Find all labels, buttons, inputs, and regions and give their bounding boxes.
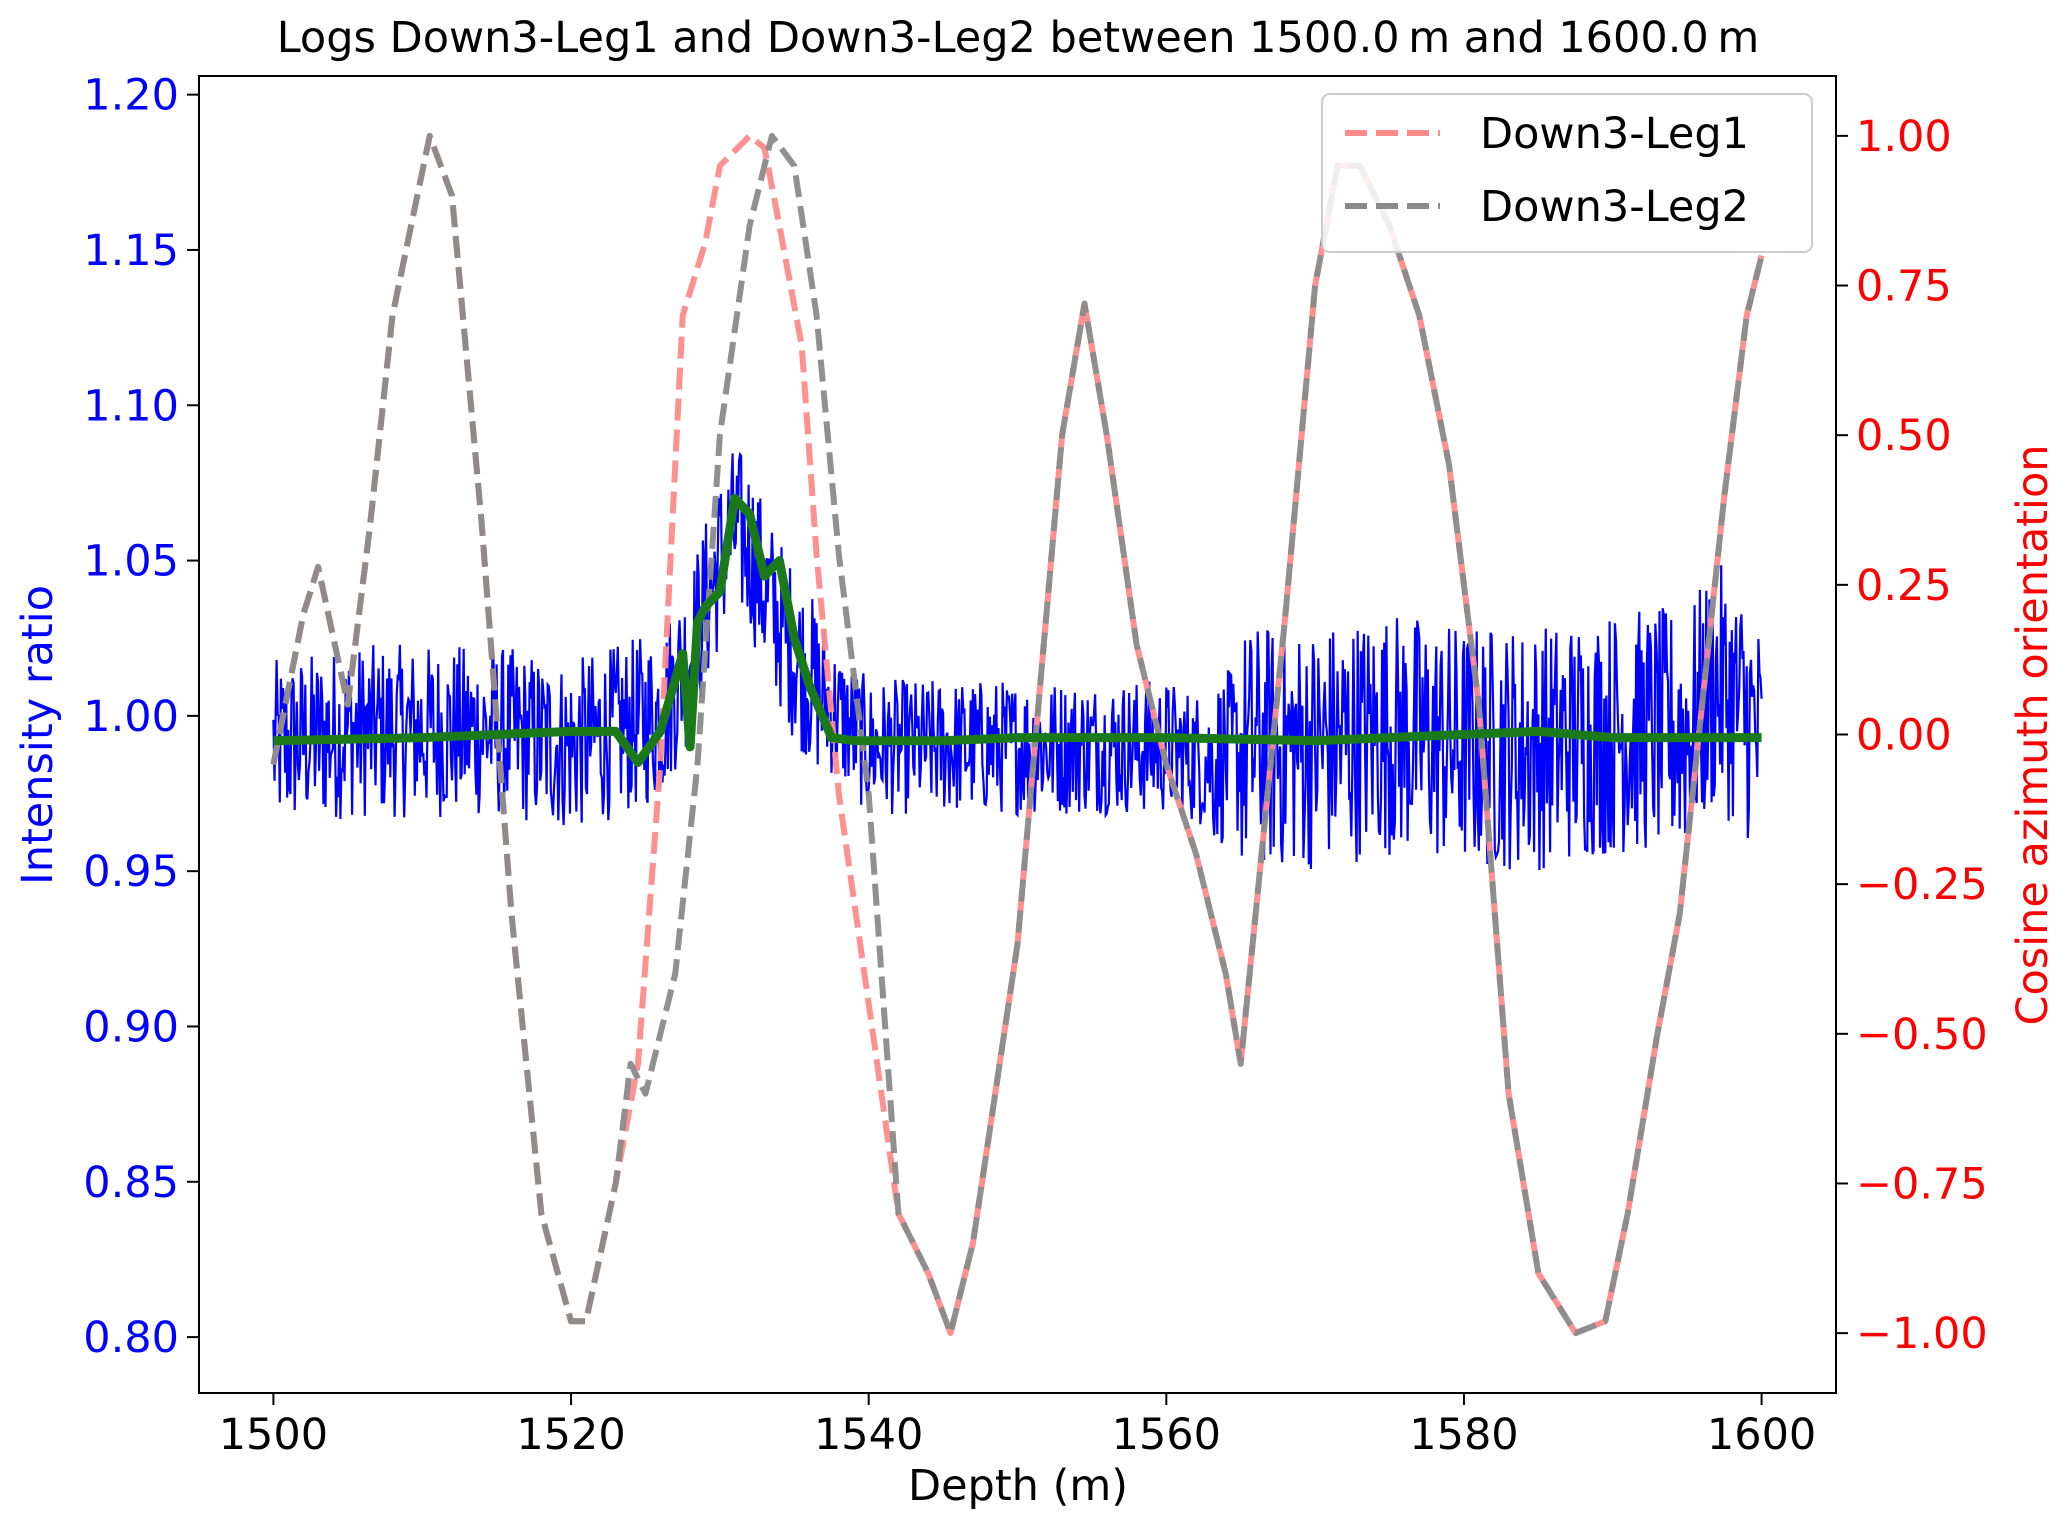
legend-label-leg1: Down3-Leg1 xyxy=(1480,109,1749,159)
right-tick-label: 0.75 xyxy=(1856,262,1952,312)
right-tick-label: 1.00 xyxy=(1856,112,1952,162)
right-tick-label: 0.25 xyxy=(1856,561,1952,611)
left-tick-label: 0.95 xyxy=(83,847,179,897)
right-tick-label: 0.50 xyxy=(1856,411,1952,461)
left-tick-label: 1.15 xyxy=(83,226,179,276)
legend: Down3-Leg1 Down3-Leg2 xyxy=(1321,93,1813,253)
x-tick-label: 1540 xyxy=(814,1410,923,1460)
series-smoothed-intensity xyxy=(273,493,1762,767)
left-axis-label: Intensity ratio xyxy=(13,585,63,885)
x-tick-label: 1500 xyxy=(219,1410,328,1460)
legend-box xyxy=(1321,93,1813,253)
left-tick-label: 0.80 xyxy=(83,1313,179,1363)
x-axis-label: Depth (m) xyxy=(908,1461,1128,1511)
chart-title: Logs Down3-Leg1 and Down3-Leg2 between 1… xyxy=(277,13,1760,63)
x-tick-label: 1580 xyxy=(1409,1410,1518,1460)
series-layer xyxy=(270,132,1765,1337)
left-tick-label: 1.10 xyxy=(83,381,179,431)
left-tick-label: 1.05 xyxy=(83,537,179,587)
x-tick-label: 1560 xyxy=(1112,1410,1221,1460)
legend-label-leg2: Down3-Leg2 xyxy=(1480,182,1749,232)
x-tick-label: 1600 xyxy=(1707,1410,1816,1460)
right-tick-label: 0.00 xyxy=(1856,711,1952,761)
right-axis-label: Cosine azimuth orientation xyxy=(2008,444,2058,1025)
right-tick-label: −0.75 xyxy=(1856,1159,1988,1209)
left-tick-label: 1.00 xyxy=(83,692,179,742)
series-intensity-ratio xyxy=(272,451,1763,871)
left-tick-label: 0.90 xyxy=(83,1002,179,1052)
right-tick-label: −0.25 xyxy=(1856,860,1988,910)
left-tick-label: 0.85 xyxy=(83,1158,179,1208)
left-tick-label: 1.20 xyxy=(83,71,179,121)
right-tick-label: −0.50 xyxy=(1856,1010,1988,1060)
x-tick-label: 1520 xyxy=(516,1410,625,1460)
right-tick-label: −1.00 xyxy=(1856,1309,1988,1359)
axis-layer: 1500 1520 1540 1560 1580 1600 0.80 0.85 0.90 0.95… xyxy=(83,71,1988,1460)
